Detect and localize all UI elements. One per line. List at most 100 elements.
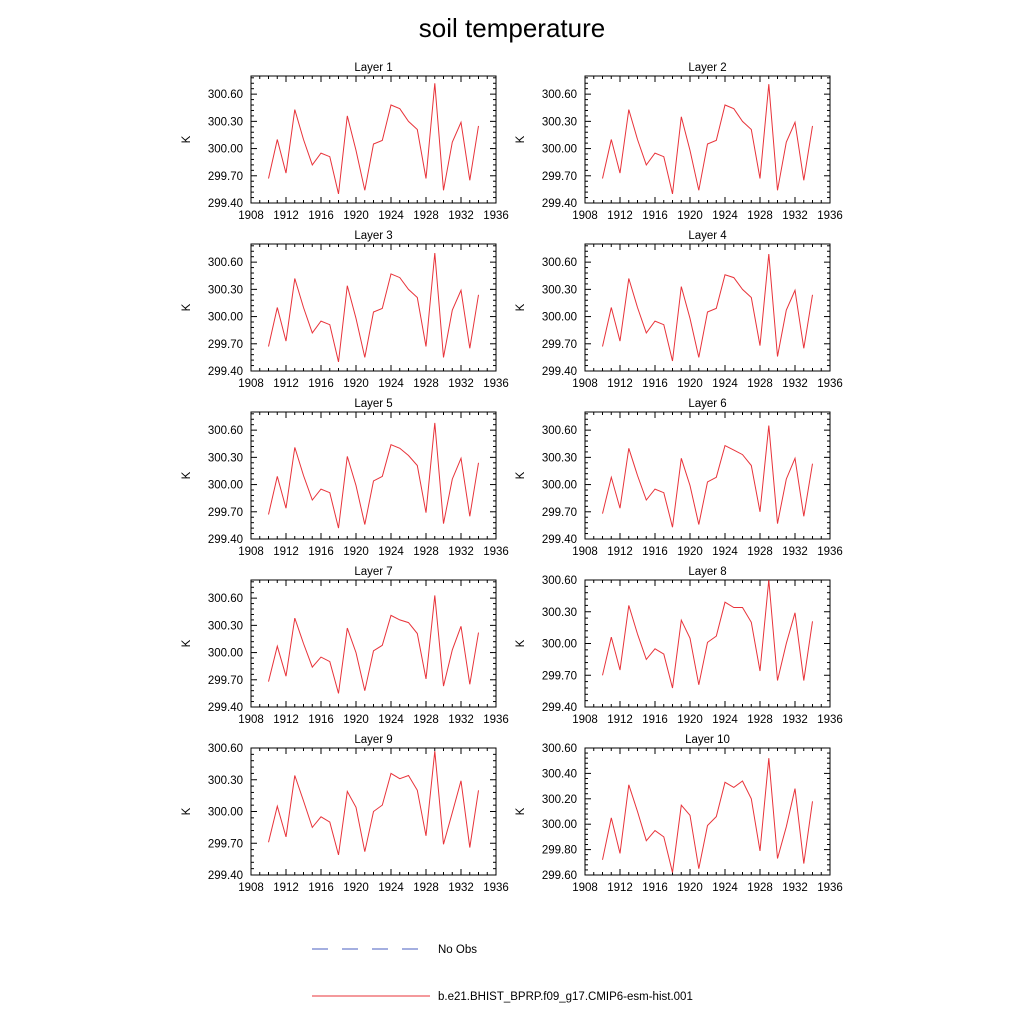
y-tick-label: 299.70 <box>542 670 577 682</box>
y-axis-label: K <box>181 303 193 311</box>
x-tick-label: 1924 <box>378 210 404 222</box>
plot-frame <box>584 243 831 372</box>
x-tick-label: 1936 <box>483 378 509 390</box>
plot-frame <box>250 243 497 372</box>
y-tick-label: 300.30 <box>542 284 577 296</box>
x-tick-label: 1920 <box>677 546 703 558</box>
x-tick-label: 1928 <box>747 882 773 894</box>
x-tick-label: 1908 <box>572 882 598 894</box>
panel-title: Layer 7 <box>354 566 392 578</box>
x-tick-label: 1908 <box>238 378 264 390</box>
x-tick-label: 1936 <box>817 546 843 558</box>
y-tick-label: 299.70 <box>208 507 243 519</box>
y-tick-label: 299.40 <box>542 366 577 378</box>
x-tick-label: 1920 <box>343 210 369 222</box>
x-tick-label: 1920 <box>343 882 369 894</box>
x-tick-label: 1912 <box>607 546 633 558</box>
legend: No Obs b.e21.BHIST_BPRP.f09_g17.CMIP6-esm… <box>312 944 693 1003</box>
y-tick-label: 300.60 <box>208 89 243 101</box>
panel-title: Layer 1 <box>354 62 392 74</box>
plot-frame <box>584 411 831 540</box>
x-tick-label: 1908 <box>572 714 598 726</box>
x-tick-label: 1916 <box>308 210 334 222</box>
panel-5: Layer 5 K 1908 1912 1916 1920 1924 1928 1932 1936… <box>181 398 509 558</box>
x-tick-label: 1912 <box>607 714 633 726</box>
x-tick-label: 1920 <box>677 210 703 222</box>
x-tick-label: 1920 <box>343 378 369 390</box>
y-axis-label: K <box>515 471 527 479</box>
y-tick-label: 300.60 <box>208 257 243 269</box>
x-tick-label: 1932 <box>782 882 808 894</box>
x-tick-label: 1936 <box>817 210 843 222</box>
x-tick-label: 1920 <box>343 714 369 726</box>
x-tick-label: 1932 <box>782 378 808 390</box>
x-tick-label: 1928 <box>413 378 439 390</box>
series-line <box>268 751 479 856</box>
y-tick-label: 300.00 <box>208 312 243 324</box>
y-tick-label: 300.30 <box>542 452 577 464</box>
panel-8: Layer 8 K 1908 1912 1916 1920 1924 1928 1932 1936… <box>515 566 843 726</box>
x-tick-label: 1916 <box>642 210 668 222</box>
x-tick-label: 1932 <box>782 546 808 558</box>
y-tick-label: 300.60 <box>542 257 577 269</box>
x-tick-label: 1936 <box>483 546 509 558</box>
panel-3: Layer 3 K 1908 1912 1916 1920 1924 1928 1932 1936… <box>181 230 509 390</box>
x-tick-label: 1932 <box>448 882 474 894</box>
x-tick-label: 1924 <box>378 714 404 726</box>
x-tick-label: 1924 <box>712 882 738 894</box>
y-tick-label: 300.00 <box>542 819 577 831</box>
x-tick-label: 1928 <box>747 210 773 222</box>
series-line <box>602 758 813 873</box>
panel-1: Layer 1 K 1908 1912 1916 1920 1924 1928 1932 1936… <box>181 62 509 222</box>
y-tick-label: 300.60 <box>542 575 577 587</box>
y-tick-label: 299.40 <box>208 366 243 378</box>
y-tick-label: 299.40 <box>208 702 243 714</box>
x-tick-label: 1908 <box>572 546 598 558</box>
y-tick-label: 300.60 <box>208 593 243 605</box>
panel-title: Layer 9 <box>354 734 392 746</box>
panel-title: Layer 5 <box>354 398 392 410</box>
x-tick-label: 1916 <box>642 882 668 894</box>
y-tick-label: 300.00 <box>208 480 243 492</box>
y-tick-label: 299.70 <box>208 339 243 351</box>
x-tick-label: 1932 <box>448 210 474 222</box>
y-tick-label: 299.70 <box>542 507 577 519</box>
x-tick-label: 1916 <box>642 378 668 390</box>
x-tick-label: 1928 <box>413 714 439 726</box>
x-tick-label: 1908 <box>238 546 264 558</box>
y-axis-label: K <box>515 303 527 311</box>
x-tick-label: 1912 <box>607 882 633 894</box>
x-tick-label: 1908 <box>572 378 598 390</box>
panel-title: Layer 4 <box>688 230 727 242</box>
x-tick-label: 1928 <box>413 210 439 222</box>
series-line <box>602 425 813 528</box>
y-axis-label: K <box>515 135 527 143</box>
x-tick-label: 1928 <box>747 546 773 558</box>
y-tick-label: 299.70 <box>542 171 577 183</box>
y-tick-label: 299.70 <box>208 171 243 183</box>
x-tick-label: 1932 <box>782 714 808 726</box>
series-line <box>268 83 479 195</box>
panel-grid: Layer 1 K 1908 1912 1916 1920 1924 1928 1932 1936… <box>181 62 843 894</box>
y-tick-label: 300.00 <box>208 144 243 156</box>
panel-4: Layer 4 K 1908 1912 1916 1920 1924 1928 1932 1936… <box>515 230 843 390</box>
y-tick-label: 300.60 <box>542 425 577 437</box>
y-tick-label: 300.00 <box>542 480 577 492</box>
x-tick-label: 1916 <box>642 714 668 726</box>
x-tick-label: 1936 <box>817 882 843 894</box>
y-tick-label: 300.00 <box>208 648 243 660</box>
x-tick-label: 1916 <box>308 378 334 390</box>
y-tick-label: 300.20 <box>542 794 577 806</box>
y-tick-label: 300.60 <box>542 89 577 101</box>
x-tick-label: 1908 <box>572 210 598 222</box>
plot-frame <box>250 411 497 540</box>
y-tick-label: 300.30 <box>542 607 577 619</box>
y-tick-label: 299.40 <box>542 702 577 714</box>
series-line <box>268 422 479 529</box>
x-tick-label: 1924 <box>378 546 404 558</box>
panel-title: Layer 2 <box>688 62 726 74</box>
y-tick-label: 300.30 <box>208 284 243 296</box>
y-tick-label: 299.70 <box>208 675 243 687</box>
y-tick-label: 300.00 <box>542 312 577 324</box>
x-tick-label: 1908 <box>238 210 264 222</box>
